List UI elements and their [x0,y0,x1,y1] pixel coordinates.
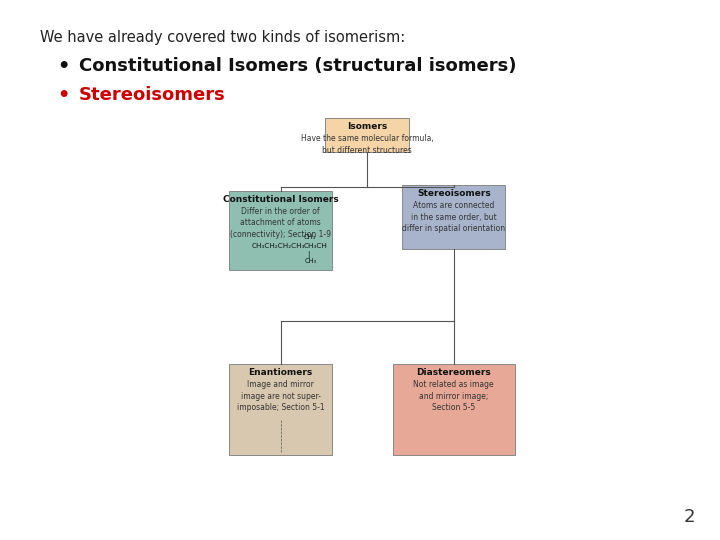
FancyBboxPatch shape [402,185,505,248]
Text: Atoms are connected
in the same order, but
differ in spatial orientation: Atoms are connected in the same order, b… [402,201,505,233]
Text: Differ in the order of
attachment of atoms
(connectivity); Section 1-9: Differ in the order of attachment of ato… [230,207,331,239]
Text: Diastereomers: Diastereomers [416,368,491,377]
Text: Constitutional Isomers: Constitutional Isomers [222,195,338,204]
Text: CH₃: CH₃ [303,234,315,240]
FancyBboxPatch shape [229,364,332,455]
FancyBboxPatch shape [393,364,515,455]
Text: CH₃CH: CH₃CH [303,243,327,249]
Text: We have already covered two kinds of isomerism:: We have already covered two kinds of iso… [40,30,405,45]
Text: Stereoisomers: Stereoisomers [79,86,226,104]
Text: Enantiomers: Enantiomers [248,368,312,377]
Text: CH₃CH₂CH₂CH₃: CH₃CH₂CH₂CH₃ [252,243,305,249]
Text: •: • [58,86,70,105]
Text: Constitutional Isomers (structural isomers): Constitutional Isomers (structural isome… [79,57,517,75]
Text: Not related as image
and mirror image;
Section 5-5: Not related as image and mirror image; S… [413,380,494,412]
Text: •: • [58,57,70,76]
Text: |: | [307,251,310,258]
FancyBboxPatch shape [229,191,332,270]
Text: Isomers: Isomers [347,123,387,131]
Text: Image and mirror
image are not super-
imposable; Section 5-1: Image and mirror image are not super- im… [237,380,325,412]
Text: Have the same molecular formula,
but different structures: Have the same molecular formula, but dif… [301,134,433,155]
Text: 2: 2 [683,509,695,526]
Text: CH₃: CH₃ [305,258,316,264]
Text: Stereoisomers: Stereoisomers [417,190,490,198]
FancyBboxPatch shape [325,118,409,152]
